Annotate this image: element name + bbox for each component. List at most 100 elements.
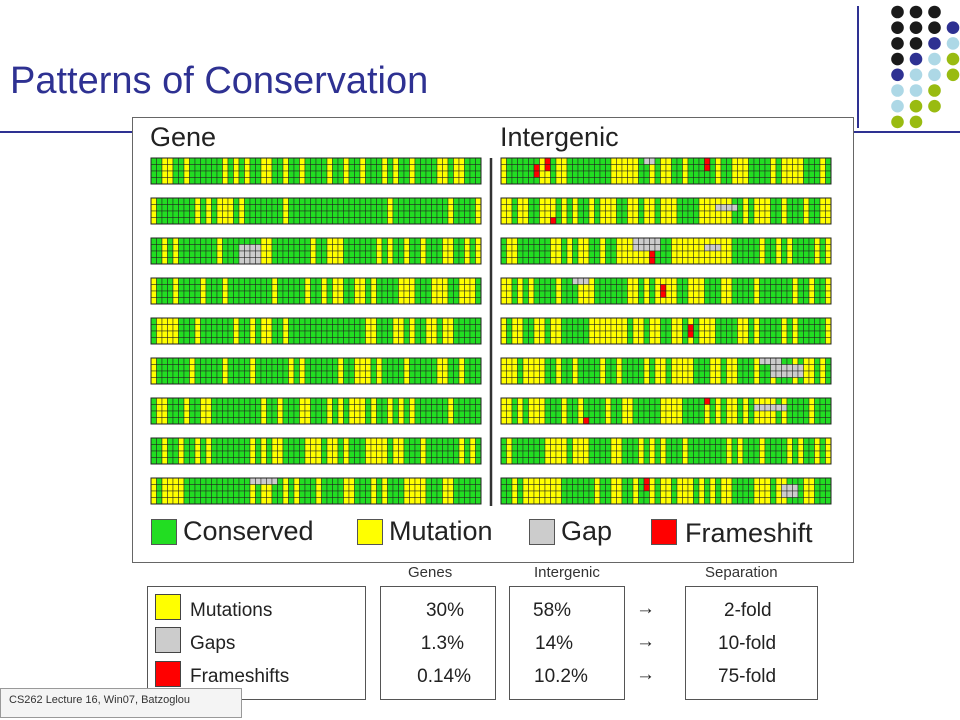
alignment-cell (293, 337, 300, 345)
alignment-cell (616, 410, 623, 418)
alignment-cell (475, 297, 482, 305)
alignment-cell (167, 397, 174, 405)
alignment-cell (566, 370, 573, 378)
alignment-cell (638, 250, 645, 258)
alignment-cell (167, 477, 174, 485)
alignment-cell (288, 257, 295, 265)
alignment-cell (249, 257, 256, 265)
alignment-cell (654, 357, 661, 365)
alignment-cell (605, 404, 612, 412)
alignment-cell (271, 457, 278, 465)
alignment-cell (671, 364, 678, 372)
alignment-cell (227, 237, 234, 245)
alignment-cell (381, 284, 388, 292)
alignment-cell (533, 170, 540, 178)
alignment-cell (726, 477, 733, 485)
alignment-cell (643, 237, 650, 245)
alignment-cell (599, 397, 606, 405)
alignment-cell (475, 357, 482, 365)
alignment-cell (748, 170, 755, 178)
alignment-cell (249, 397, 256, 405)
alignment-cell (715, 477, 722, 485)
alignment-cell (709, 330, 716, 338)
alignment-cell (682, 457, 689, 465)
alignment-cell (522, 330, 529, 338)
alignment-cell (742, 157, 749, 165)
alignment-cell (539, 404, 546, 412)
alignment-cell (792, 364, 799, 372)
alignment-cell (321, 164, 328, 172)
alignment-cell (293, 217, 300, 225)
alignment-cell (299, 217, 306, 225)
alignment-cell (709, 397, 716, 405)
alignment-cell (403, 284, 410, 292)
alignment-cell (632, 257, 639, 265)
alignment-cell (638, 417, 645, 425)
alignment-cell (436, 437, 443, 445)
alignment-cell (583, 450, 590, 458)
alignment-cell (610, 290, 617, 298)
alignment-cell (638, 164, 645, 172)
alignment-cell (665, 404, 672, 412)
alignment-cell (803, 404, 810, 412)
alignment-cell (156, 444, 163, 452)
alignment-cell (409, 370, 416, 378)
alignment-cell (643, 277, 650, 285)
alignment-cell (310, 377, 317, 385)
alignment-cell (458, 450, 465, 458)
alignment-cell (304, 497, 311, 505)
alignment-cell (533, 157, 540, 165)
alignment-cell (414, 284, 421, 292)
alignment-cell (588, 164, 595, 172)
alignment-cell (588, 444, 595, 452)
intergenic-alignment-block (500, 277, 832, 305)
alignment-cell (627, 444, 634, 452)
alignment-cell (178, 284, 185, 292)
alignment-cell (354, 250, 361, 258)
alignment-cell (222, 490, 229, 498)
alignment-cell (409, 484, 416, 492)
alignment-cell (282, 324, 289, 332)
alignment-cell (649, 404, 656, 412)
alignment-cell (310, 477, 317, 485)
alignment-cell (425, 364, 432, 372)
alignment-cell (660, 217, 667, 225)
alignment-cell (194, 290, 201, 298)
alignment-cell (315, 357, 322, 365)
alignment-cell (365, 164, 372, 172)
alignment-cell (370, 177, 377, 185)
alignment-cell (469, 364, 476, 372)
alignment-cell (194, 217, 201, 225)
alignment-cell (682, 484, 689, 492)
alignment-cell (409, 417, 416, 425)
alignment-cell (720, 370, 727, 378)
alignment-cell (753, 450, 760, 458)
alignment-cell (814, 164, 821, 172)
alignment-cell (555, 404, 562, 412)
alignment-cell (321, 337, 328, 345)
alignment-cell (671, 170, 678, 178)
decorative-dot (891, 115, 904, 129)
alignment-cell (654, 370, 661, 378)
alignment-cell (825, 457, 832, 465)
alignment-cell (420, 317, 427, 325)
alignment-cell (792, 490, 799, 498)
alignment-cell (649, 410, 656, 418)
alignment-cell (233, 257, 240, 265)
alignment-cell (588, 324, 595, 332)
alignment-cell (343, 357, 350, 365)
alignment-cell (436, 457, 443, 465)
alignment-cell (627, 177, 634, 185)
alignment-cell (381, 237, 388, 245)
alignment-cell (759, 490, 766, 498)
alignment-cell (403, 257, 410, 265)
alignment-cell (321, 357, 328, 365)
alignment-cell (282, 437, 289, 445)
alignment-cell (381, 217, 388, 225)
alignment-cell (665, 397, 672, 405)
alignment-cell (200, 477, 207, 485)
alignment-cell (266, 317, 273, 325)
alignment-cell (431, 317, 438, 325)
alignment-cell (533, 177, 540, 185)
alignment-cell (627, 317, 634, 325)
